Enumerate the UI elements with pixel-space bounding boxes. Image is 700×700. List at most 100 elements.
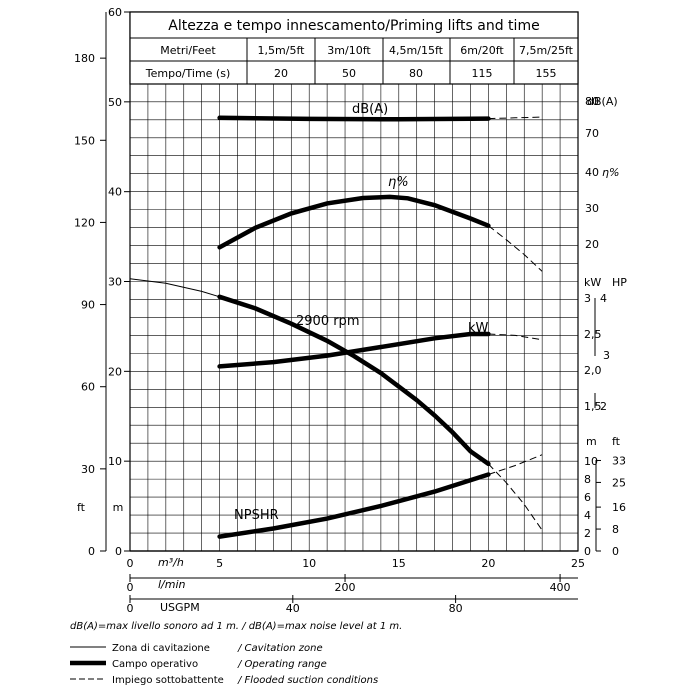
- priming-lift: 7,5m/25ft: [519, 44, 574, 57]
- ft-tick-label: 0: [88, 545, 95, 558]
- kw-tick: 2,5: [584, 328, 602, 341]
- noise-note: dB(A)=max livello sonoro ad 1 m. / dB(A)…: [70, 621, 402, 632]
- eff-axis-label: η%: [602, 166, 619, 179]
- ft-tick-label: 150: [74, 134, 95, 147]
- priming-lift: 6m/20ft: [460, 44, 504, 57]
- npshr-flooded-line: [488, 454, 543, 475]
- priming-lift: 4,5m/15ft: [389, 44, 444, 57]
- lmin-tick-label: 400: [550, 581, 571, 594]
- usgpm-tick-label: 80: [449, 602, 463, 615]
- h-flooded-line: [488, 463, 543, 531]
- priming-row2-header: Tempo/Time (s): [145, 67, 230, 80]
- ft-tick-label: 180: [74, 52, 95, 65]
- x-tick-label: 10: [302, 557, 316, 570]
- priming-time: 155: [536, 67, 557, 80]
- npsh-right-ticks: 10 8 6 4 2 0 33 25 16 8 0: [584, 454, 626, 558]
- priming-row1-header: Metri/Feet: [160, 44, 216, 57]
- eff-operating-line: [217, 194, 491, 250]
- eff-curve-label: η%: [388, 175, 409, 190]
- kw-tick: 3: [584, 292, 591, 305]
- npsh-m-axis-label: m: [586, 435, 597, 448]
- lmin-axis-label: l/min: [158, 578, 186, 591]
- curves: [129, 115, 543, 539]
- legend-label-en: / Operating range: [237, 659, 327, 670]
- npsh-m-tick: 0: [584, 545, 591, 558]
- npsh-m-tick: 8: [584, 473, 591, 486]
- lmin-tick-label: 200: [335, 581, 356, 594]
- npsh-m-tick: 10: [584, 455, 598, 468]
- db-axis-label: dB(A): [587, 95, 618, 108]
- priming-lift: 1,5m/5ft: [258, 44, 306, 57]
- h-cavitation-line: [129, 278, 220, 298]
- npshr-curve-label: NPSHR: [234, 508, 279, 523]
- kw-operating-line: [217, 331, 491, 369]
- npsh-m-tick: 2: [584, 527, 591, 540]
- priming-table-title: Altezza e tempo innescamento/Priming lif…: [168, 18, 539, 34]
- legend-label-it: Campo operativo: [112, 659, 198, 670]
- x-tick-label: 0: [127, 557, 134, 570]
- speed-label: 2900 rpm: [296, 314, 359, 329]
- kw-tick: 2,0: [584, 364, 602, 377]
- priming-lift: 3m/10ft: [327, 44, 371, 57]
- legend-label-en: / Cavitation zone: [237, 643, 323, 654]
- ft-axis: 0 30 60 90 120 150 180: [74, 52, 106, 558]
- npsh-ft-tick: 33: [612, 454, 626, 467]
- hp-tick: 4: [600, 292, 607, 305]
- ft-tick-label: 90: [81, 299, 95, 312]
- db-tick: 80: [585, 95, 599, 108]
- right-axes: [594, 298, 597, 551]
- usgpm-tick-label: 0: [127, 602, 134, 615]
- hp-axis-label: HP: [612, 276, 627, 289]
- chart-grid: [129, 65, 579, 552]
- npsh-ft-axis-label: ft: [612, 435, 621, 448]
- priming-time: 50: [342, 67, 356, 80]
- npsh-ft-tick: 8: [612, 523, 619, 536]
- ft-tick-label: 60: [81, 381, 95, 394]
- usgpm-axis-label: USGPM: [160, 601, 200, 614]
- legend-label-en: / Flooded suction conditions: [237, 675, 378, 686]
- x-tick-label: 15: [392, 557, 406, 570]
- ft-axis-unit: ft: [77, 501, 86, 514]
- kw-flooded-line: [488, 333, 543, 341]
- m-tick-label: 40: [108, 186, 122, 199]
- usgpm-tick-label: 40: [286, 602, 300, 615]
- x-tick-label: 5: [216, 557, 223, 570]
- eff-tick: 20: [585, 238, 599, 251]
- x-axis-label: m³/h: [158, 556, 184, 569]
- npsh-m-tick: 4: [584, 509, 591, 522]
- db-tick: 70: [585, 127, 599, 140]
- dba-operating-line: [217, 115, 491, 122]
- eff-flooded-line: [488, 225, 543, 272]
- x-axes: 0 5 10 15 20 25 0 200 400 0 40 80: [127, 550, 585, 615]
- m-tick-label: 20: [108, 365, 122, 378]
- priming-table: Altezza e tempo innescamento/Priming lif…: [129, 11, 579, 85]
- x-tick-label: 20: [481, 557, 495, 570]
- hp-tick: 2: [600, 400, 607, 413]
- legend: Zona di cavitazione / Cavitation zone Ca…: [70, 643, 378, 686]
- kw-curve-label: kW: [468, 321, 489, 336]
- priming-time: 80: [409, 67, 423, 80]
- npsh-ft-tick: 0: [612, 545, 619, 558]
- npshr-operating-line: [217, 472, 491, 539]
- legend-label-it: Zona di cavitazione: [112, 643, 210, 654]
- npsh-m-tick: 6: [584, 491, 591, 504]
- db-curve-label: dB(A): [352, 102, 388, 117]
- eff-tick: 40: [585, 166, 599, 179]
- m-tick-label: 0: [115, 545, 122, 558]
- ft-tick-label: 120: [74, 216, 95, 229]
- priming-time: 115: [472, 67, 493, 80]
- m-tick-label: 60: [108, 6, 122, 19]
- m-axis-unit: m: [113, 501, 124, 514]
- hp-tick: 3: [603, 349, 610, 362]
- kw-axis-label: kW: [584, 276, 601, 289]
- lmin-tick-label: 0: [127, 581, 134, 594]
- kw-tick: 1,5: [584, 400, 602, 413]
- priming-table-box: [129, 11, 579, 85]
- legend-label-it: Impiego sottobattente: [112, 675, 224, 686]
- eff-tick: 30: [585, 202, 599, 215]
- x-tick-label: 25: [571, 557, 585, 570]
- npsh-ft-tick: 16: [612, 501, 626, 514]
- dba-flooded-line: [488, 116, 543, 120]
- m-tick-label: 50: [108, 96, 122, 109]
